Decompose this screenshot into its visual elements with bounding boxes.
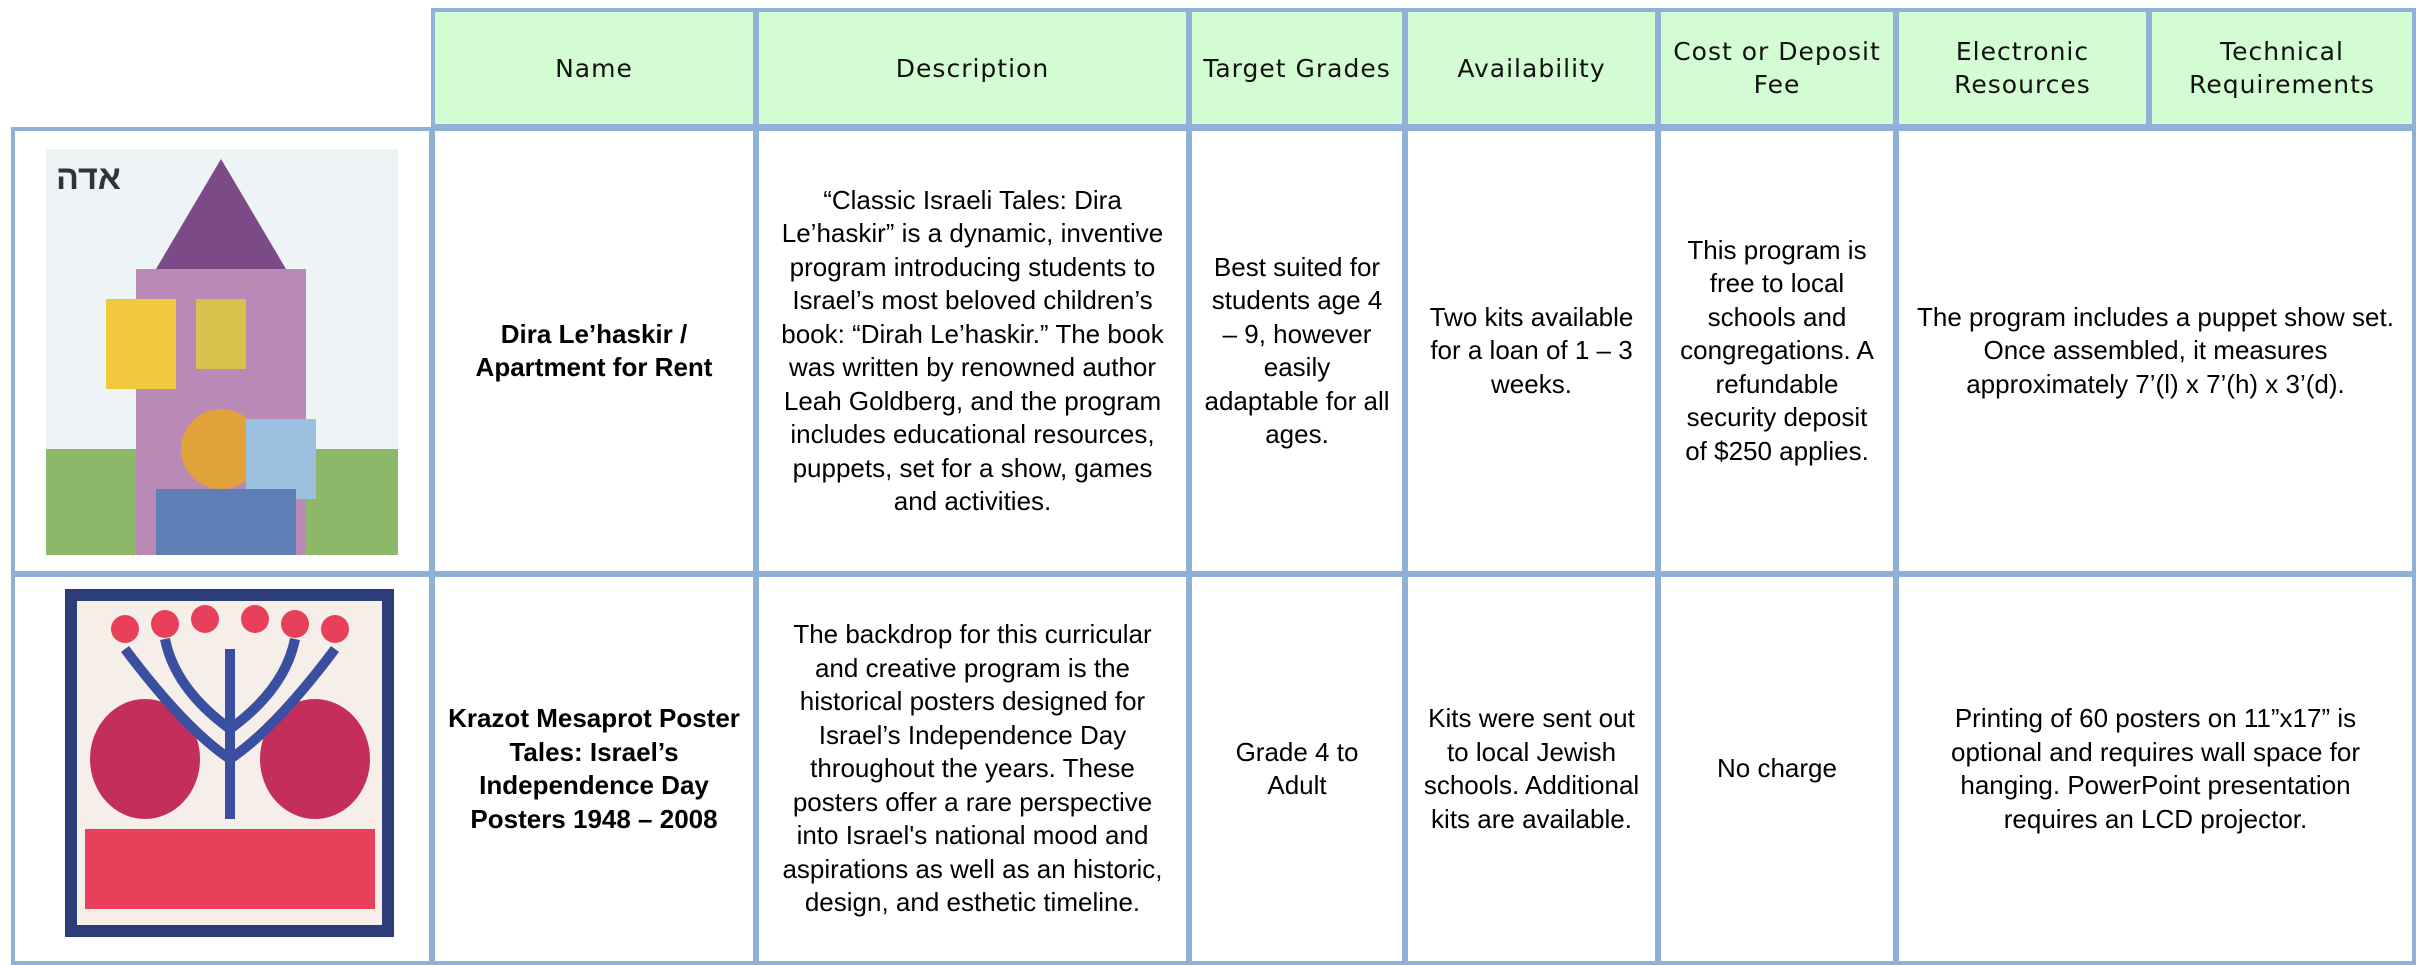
cell-requirements: Printing of 60 posters on 11”x17” is opt… [1895, 573, 2416, 965]
header-cell: Electronic Resources [1895, 8, 2150, 128]
poster-illustration [65, 589, 394, 937]
header-cell: Technical Requirements [2148, 8, 2416, 128]
cell-name: Krazot Mesaprot Poster Tales: Israel’s I… [431, 573, 757, 965]
cell-cost: This program is free to local schools an… [1657, 127, 1897, 575]
cell-requirements: The program includes a puppet show set. … [1895, 127, 2416, 575]
cell-cost: No charge [1657, 573, 1897, 965]
cell-description: “Classic Israeli Tales: Dira Le’haskir” … [755, 127, 1190, 575]
cell-availability: Kits were sent out to local Jewish schoo… [1404, 573, 1659, 965]
cell-availability: Two kits available for a loan of 1 – 3 w… [1404, 127, 1659, 575]
cell-name: Dira Le’haskir / Apartment for Rent [431, 127, 757, 575]
header-cell: Availability [1404, 8, 1659, 128]
header-cell: Description [755, 8, 1190, 128]
book-illustration: ﬡﬢﬣ [46, 149, 398, 555]
cell-description: The backdrop for this curricular and cre… [755, 573, 1190, 965]
header-cell: Cost or Deposit Fee [1657, 8, 1897, 128]
cell-grades: Grade 4 to Adult [1188, 573, 1406, 965]
header-cell: Target Grades [1188, 8, 1406, 128]
cell-grades: Best suited for students age 4 – 9, howe… [1188, 127, 1406, 575]
logo-art: ﬡﬢﬣ [56, 159, 121, 197]
header-cell: Name [431, 8, 757, 128]
